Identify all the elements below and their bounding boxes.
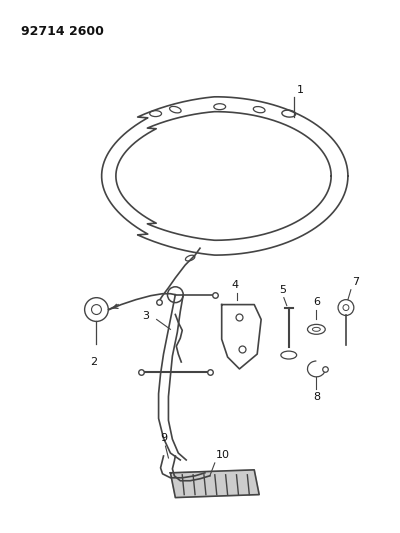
Text: 8: 8 [313,392,320,402]
Text: 5: 5 [279,285,286,295]
Text: 6: 6 [313,296,320,306]
Text: 1: 1 [297,85,304,95]
Text: 3: 3 [142,311,149,321]
Polygon shape [170,470,259,498]
Text: 4: 4 [232,280,239,290]
Text: 2: 2 [90,357,97,367]
Text: 7: 7 [352,277,359,287]
Text: 9: 9 [160,433,167,443]
Text: 92714 2600: 92714 2600 [20,25,104,37]
Text: 10: 10 [216,450,230,460]
